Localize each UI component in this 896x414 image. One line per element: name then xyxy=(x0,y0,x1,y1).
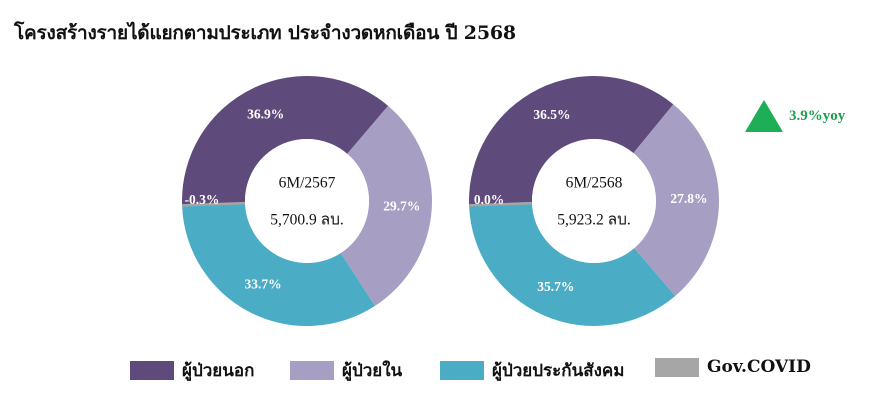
slice-label-inpatient: 29.7% xyxy=(383,198,420,213)
legend-label: Gov.COVID xyxy=(707,357,811,377)
legend-item-social-security: ผู้ป่วยประกันสังคม xyxy=(440,357,624,384)
legend-swatch-social-security xyxy=(440,361,484,380)
legend-label: ผู้ป่วยนอก xyxy=(182,361,255,381)
center-total-value: 5,923.2 ลบ. xyxy=(557,212,631,229)
slice-label-social_security: 35.7% xyxy=(537,279,574,294)
legend-item-gov-covid: Gov.COVID xyxy=(655,357,811,377)
slice-label-gov_covid: -0.3% xyxy=(185,192,220,207)
slice-inpatient xyxy=(633,104,720,297)
slice-inpatient xyxy=(340,105,432,306)
donut-chart-2: 36.5% 27.8% 35.7% 0.0% 6M/2568 5,923.2 ลบ. xyxy=(468,76,720,327)
yoy-value: 3.9%yoy xyxy=(789,107,846,124)
slice-label-inpatient: 27.8% xyxy=(670,191,707,206)
legend: ผู้ป่วยนอก ผู้ป่วยใน ผู้ป่วยประกันสังคม … xyxy=(0,357,896,383)
slice-label-social_security: 33.7% xyxy=(245,276,282,291)
center-total-value: 5,700.9 ลบ. xyxy=(270,212,344,229)
slice-outpatient xyxy=(468,76,674,206)
legend-swatch-gov-covid xyxy=(655,357,699,377)
legend-item-inpatient: ผู้ป่วยใน xyxy=(290,357,402,384)
slice-social_security xyxy=(182,203,376,326)
legend-swatch-inpatient xyxy=(290,361,334,380)
legend-label: ผู้ป่วยใน xyxy=(342,361,403,381)
donut-chart-1: 36.9% 29.7% 33.7% -0.3% 6M/2567 5,700.9 ลบ. xyxy=(182,75,432,326)
center-period-label: 6M/2568 xyxy=(566,175,623,192)
legend-swatch-outpatient xyxy=(130,361,174,380)
slice-gov_covid-edge xyxy=(469,201,533,207)
slice-label-gov_covid: 0.0% xyxy=(474,192,504,207)
legend-label: ผู้ป่วยประกันสังคม xyxy=(492,361,625,381)
donut-hole xyxy=(245,139,369,263)
center-period-label: 6M/2567 xyxy=(279,175,336,192)
legend-item-outpatient: ผู้ป่วยนอก xyxy=(130,357,254,384)
slice-outpatient xyxy=(182,75,389,206)
up-arrow-icon xyxy=(745,100,783,132)
yoy-indicator: 3.9%yoy xyxy=(745,100,845,132)
slice-social_security xyxy=(469,203,676,327)
slice-label-outpatient: 36.5% xyxy=(533,107,570,122)
slice-label-outpatient: 36.9% xyxy=(247,107,284,122)
donut-hole xyxy=(532,139,656,263)
slice-gov_covid-edge xyxy=(182,201,246,207)
chart-title: โครงสร้างรายได้แยกตามประเภท ประจำงวดหกเด… xyxy=(14,22,516,44)
